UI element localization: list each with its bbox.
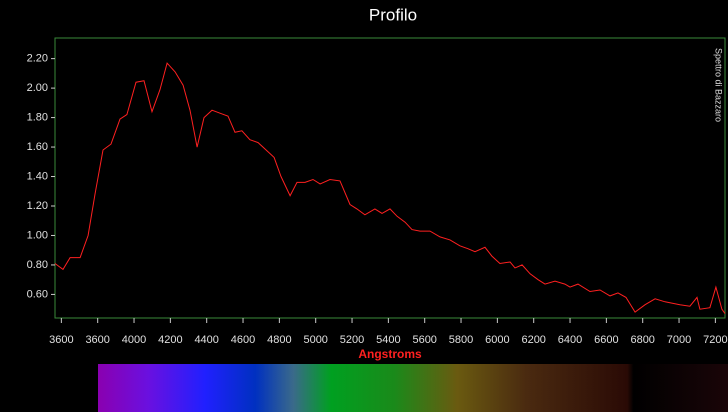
x-tick-label: 5600 [412, 334, 436, 346]
y-tick-label: 1.00 [27, 229, 48, 241]
x-tick-label: 3600 [85, 334, 109, 346]
annotation: Spettro di Bazzaro [714, 48, 724, 122]
y-tick-label: 1.60 [27, 141, 48, 153]
x-tick-label: 4200 [158, 334, 182, 346]
x-tick-label: 6800 [630, 334, 654, 346]
plot-frame [54, 37, 726, 319]
x-tick-label: 3600 [49, 334, 73, 346]
x-tick-label: 6000 [485, 334, 509, 346]
x-tick-label: 4600 [231, 334, 255, 346]
data-line [54, 62, 726, 314]
x-tick-label: 5800 [449, 334, 473, 346]
x-tick-label: 7200 [703, 334, 727, 346]
x-tick-label: 4000 [122, 334, 146, 346]
y-tick-label: 0.60 [27, 288, 48, 300]
y-tick-label: 1.20 [27, 200, 48, 212]
y-tick-label: 1.80 [27, 111, 48, 123]
x-tick-label: 5200 [340, 334, 364, 346]
chart-title: Profilo [369, 5, 417, 24]
y-tick-label: 0.80 [27, 259, 48, 271]
spectrum-strip [98, 364, 728, 412]
y-tick-label: 1.40 [27, 170, 48, 182]
x-axis-label: Angstroms [358, 347, 422, 361]
x-tick-label: 6200 [521, 334, 545, 346]
x-tick-label: 6600 [594, 334, 618, 346]
x-tick-label: 5400 [376, 334, 400, 346]
x-tick-label: 4800 [267, 334, 291, 346]
x-tick-label: 7000 [667, 334, 691, 346]
y-tick-label: 2.20 [27, 53, 48, 65]
x-tick-label: 5000 [303, 334, 327, 346]
y-tick-label: 2.00 [27, 82, 48, 94]
x-tick-label: 6400 [558, 334, 582, 346]
x-tick-label: 4400 [194, 334, 218, 346]
